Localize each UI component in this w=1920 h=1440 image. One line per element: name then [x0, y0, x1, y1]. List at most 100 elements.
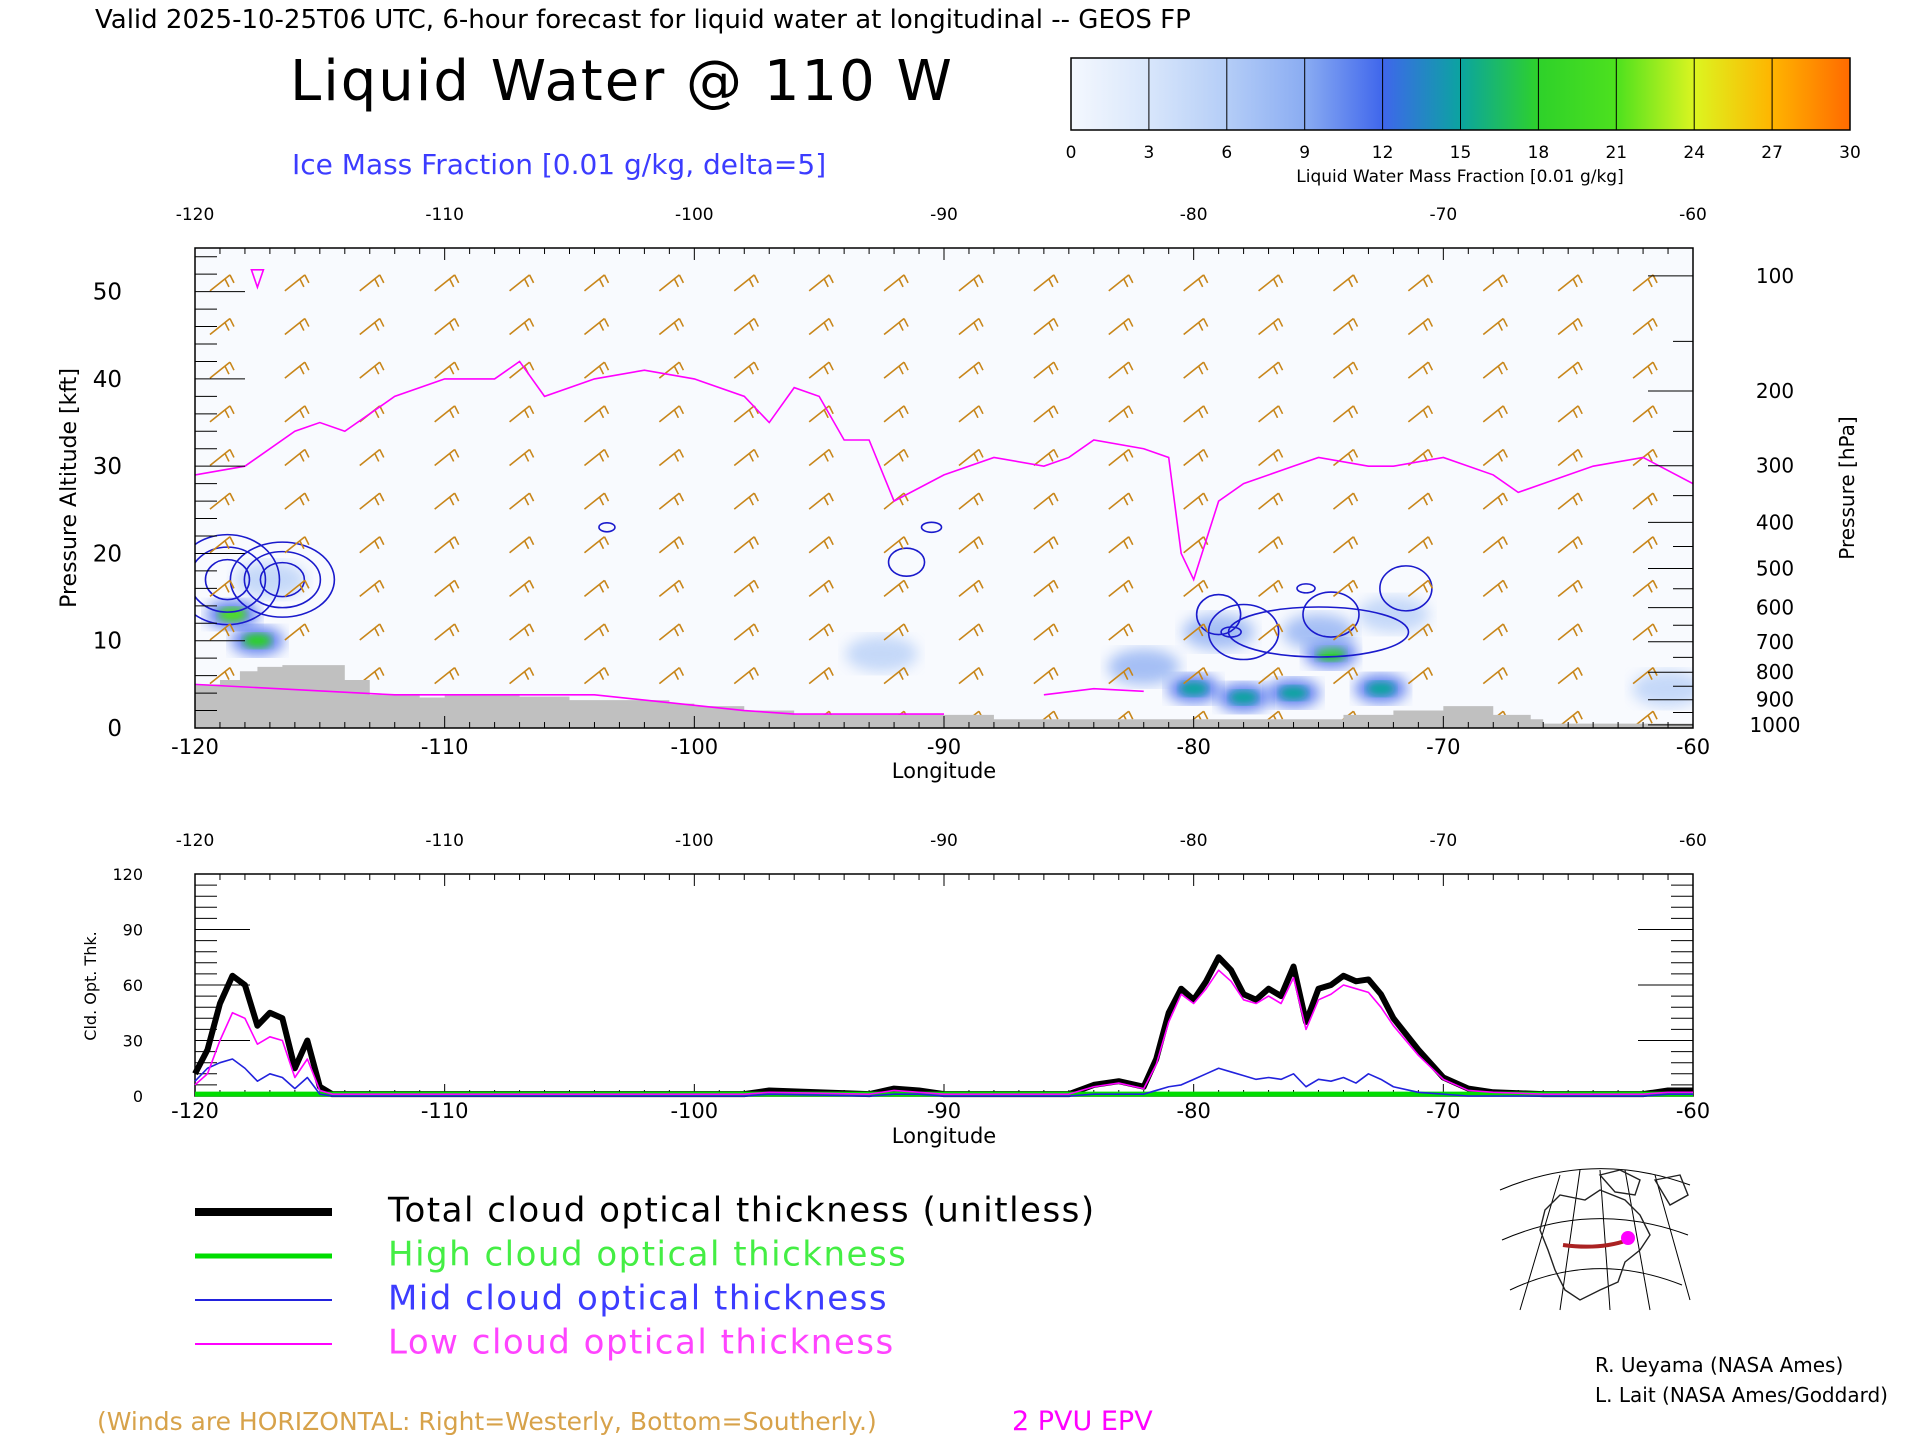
pressure-tick-label: 200	[1756, 379, 1794, 403]
wind-barb	[883, 579, 909, 597]
wind-barb	[583, 405, 610, 423]
wind-barb	[1632, 536, 1658, 554]
wind-barb	[658, 579, 685, 597]
colorbar-tick-label: 0	[1066, 143, 1077, 163]
legend-label-low: Low cloud optical thickness	[388, 1323, 895, 1363]
wind-barb	[883, 623, 909, 641]
wind-barb	[1033, 536, 1059, 554]
liquid-water-patch	[233, 561, 306, 598]
ice-contour	[920, 521, 943, 534]
wind-barb	[658, 536, 685, 554]
wind-barb	[209, 274, 235, 292]
bottom-ytick-label: 90	[123, 921, 143, 940]
wind-barb	[1332, 405, 1359, 423]
wind-barb	[509, 317, 535, 336]
wind-barb	[1258, 667, 1284, 685]
wind-barb	[1108, 579, 1134, 597]
wind-barb	[209, 361, 235, 379]
wind-barb	[209, 492, 235, 510]
wind-barb	[1108, 448, 1134, 467]
wind-barb	[1033, 579, 1059, 597]
wind-barb	[808, 623, 834, 641]
low-line	[194, 969, 1693, 1095]
wind-barb	[583, 274, 610, 292]
wind-barb	[583, 448, 610, 467]
wind-barb	[1482, 623, 1508, 641]
legend-label-total: Total cloud optical thickness (unitless)	[387, 1191, 1096, 1231]
colorbar-tick-label: 30	[1839, 143, 1861, 163]
transect-marker	[1621, 1231, 1635, 1245]
pressure-tick-label: 100	[1756, 264, 1794, 288]
wind-barb	[284, 317, 310, 336]
epv-low-line	[195, 683, 944, 715]
wind-barb	[1258, 317, 1284, 336]
wind-barb	[958, 405, 984, 423]
wind-barb	[434, 361, 460, 379]
wind-barb	[1632, 317, 1658, 336]
bottom-xtick-label: -80	[1177, 1099, 1211, 1123]
legend-label-mid: Mid cloud optical thickness	[388, 1279, 888, 1319]
wind-barb	[808, 667, 834, 685]
bottom-xtick-top-label: -70	[1429, 831, 1457, 851]
wind-barb	[958, 667, 984, 685]
wind-barb	[434, 623, 460, 641]
bottom-xtick-label: -100	[670, 1099, 718, 1123]
top-ytick-label: 10	[93, 629, 122, 655]
wind-barb	[733, 317, 759, 336]
wind-barb	[808, 492, 834, 510]
wind-barb	[583, 536, 610, 554]
wind-barb	[733, 579, 759, 597]
wind-barb	[1033, 361, 1059, 379]
colorbar-tick-label: 18	[1528, 143, 1550, 163]
wind-barb	[509, 579, 535, 597]
liquid-water-core	[1279, 686, 1308, 701]
wind-barb	[1183, 274, 1209, 292]
wind-barb	[1557, 448, 1583, 467]
wind-barb	[1332, 492, 1359, 510]
top-ylabel-right: Pressure [hPa]	[1835, 416, 1859, 559]
ice-contour	[259, 561, 306, 598]
bottom-ylabel: Cld. Opt. Thk.	[81, 931, 100, 1040]
wind-barb	[658, 667, 685, 685]
wind-barb	[1108, 667, 1134, 685]
top-ytick-label: 40	[93, 367, 122, 393]
wind-barb	[1332, 667, 1359, 685]
pressure-tick-label: 1000	[1750, 713, 1801, 737]
wind-barb	[733, 274, 759, 292]
wind-barb	[883, 405, 909, 423]
wind-barb	[883, 274, 909, 292]
wind-barb	[583, 492, 610, 510]
wind-barb	[284, 274, 310, 292]
wind-barb	[209, 623, 235, 641]
liquid-water-field	[206, 561, 1693, 712]
wind-barb	[1332, 317, 1359, 336]
top-xtick-top-label: -90	[930, 205, 958, 225]
wind-barb	[1557, 623, 1583, 641]
wind-barb	[1183, 361, 1209, 379]
wind-barb	[209, 317, 235, 336]
wind-barb	[1108, 492, 1134, 510]
wind-barb	[733, 361, 759, 379]
wind-barb	[1407, 405, 1434, 423]
wind-barb	[958, 579, 984, 597]
top-axes: -120 -110 -100 -90 -80 -70 -60 -120 -110 -100 -90 -…	[93, 205, 1801, 759]
wind-barb	[1033, 405, 1059, 423]
wind-barb	[359, 536, 385, 554]
wind-barb	[1482, 536, 1508, 554]
ice-contour	[195, 533, 281, 626]
optical-thickness-lines	[192, 954, 1693, 1098]
colorbar-cell	[1694, 58, 1773, 130]
ice-contour	[1302, 591, 1360, 638]
bottom-xlabel: Longitude	[892, 1124, 996, 1148]
wind-barb	[284, 536, 310, 554]
colorbar-label: Liquid Water Mass Fraction [0.01 g/kg]	[1296, 167, 1623, 187]
epv-label: 2 PVU EPV	[1012, 1406, 1153, 1437]
wind-barb	[1482, 579, 1508, 597]
wind-barb	[1258, 536, 1284, 554]
wind-barb	[1108, 361, 1134, 379]
wind-note: (Winds are HORIZONTAL: Right=Westerly, B…	[97, 1407, 877, 1436]
colorbar-tick-label: 15	[1450, 143, 1472, 163]
wind-barb	[1407, 536, 1434, 554]
ice-contour	[598, 521, 616, 533]
